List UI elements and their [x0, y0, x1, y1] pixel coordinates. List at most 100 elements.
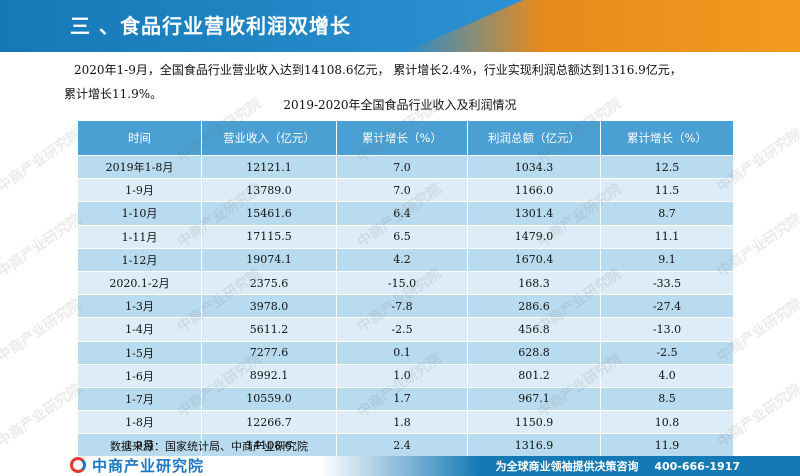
cell-revenue-growth: -7.8 [336, 294, 468, 319]
table-row: 1-9月 13789.0 7.0 1166.0 11.5 [77, 178, 734, 203]
table-row: 1-4月 5611.2 -2.5 456.8 -13.0 [77, 317, 734, 342]
cell-profit-growth: -13.0 [600, 317, 734, 342]
cell-time: 1-7月 [77, 386, 202, 412]
cell-profit-growth: -27.4 [600, 294, 734, 319]
cell-time: 1-10月 [77, 201, 202, 226]
page-title: 三 、食品行业营收利润双增长 [70, 14, 351, 38]
watermark-text: 中商产业研究院 [0, 381, 85, 451]
table-row: 1-9月 14108.6 2.4 1316.9 11.9 [77, 433, 734, 458]
watermark-text: 中商产业研究院 [0, 211, 85, 281]
cell-profit: 1150.9 [467, 410, 601, 435]
cell-revenue: 13789.0 [201, 178, 337, 203]
table-title: 2019-2020年全国食品行业收入及利润情况 [283, 98, 517, 112]
cell-profit-growth: 12.5 [600, 154, 734, 180]
cell-time: 1-4月 [77, 317, 202, 342]
cell-revenue-growth: 4.2 [336, 247, 468, 272]
cell-time: 2019年1-8月 [77, 154, 202, 180]
cell-revenue: 7277.6 [201, 340, 337, 365]
cell-profit: 628.8 [467, 340, 601, 365]
table-row: 1-12月 19074.1 4.2 1670.4 9.1 [77, 247, 734, 272]
cell-revenue-growth: 1.0 [336, 363, 468, 388]
table-row: 2020.1-2月 2375.6 -15.0 168.3 -33.5 [77, 270, 734, 296]
cell-revenue: 15461.6 [201, 201, 337, 226]
cell-profit: 1670.4 [467, 247, 601, 272]
cell-revenue: 12266.7 [201, 410, 337, 435]
table-row: 1-8月 12266.7 1.8 1150.9 10.8 [77, 410, 734, 435]
logo-text: 中商产业研究院 [92, 456, 205, 475]
cell-profit: 1316.9 [467, 433, 601, 458]
cell-revenue-growth: 6.5 [336, 224, 468, 249]
cell-revenue: 12121.1 [201, 154, 337, 180]
cell-time: 1-5月 [77, 340, 202, 365]
cell-time: 1-3月 [77, 294, 202, 319]
cell-revenue-growth: 1.7 [336, 386, 468, 412]
cell-revenue: 2375.6 [201, 270, 337, 296]
cell-time: 1-12月 [77, 247, 202, 272]
cell-revenue: 3978.0 [201, 294, 337, 319]
column-header-revenue: 营业收入（亿元） [201, 120, 337, 156]
cell-time: 1-9月 [77, 433, 202, 458]
column-header-profit-growth: 累计增长（%） [600, 120, 734, 156]
cell-profit: 1034.3 [467, 154, 601, 180]
footer-bar [0, 456, 800, 476]
cell-revenue: 19074.1 [201, 247, 337, 272]
cell-profit: 801.2 [467, 363, 601, 388]
table-row: 1-10月 15461.6 6.4 1301.4 8.7 [77, 201, 734, 226]
footer-slogan: 为全球商业领袖提供决策咨询 400-666-1917 [495, 458, 740, 474]
watermark-text: 中商产业研究院 [0, 296, 85, 366]
cell-profit-growth: 11.1 [600, 224, 734, 249]
cell-profit-growth: 8.5 [600, 386, 734, 412]
cell-time: 1-6月 [77, 363, 202, 388]
table-body: 2019年1-8月 12121.1 7.0 1034.3 12.5 1-9月 13789.0… [77, 154, 734, 458]
cell-time: 1-11月 [77, 224, 202, 249]
slogan-text: 为全球商业领袖提供决策咨询 [495, 460, 639, 473]
intro-line-1: 2020年1-9月，全国食品行业营业收入达到14108.6亿元， 累计增长2.4… [74, 63, 682, 77]
table-row: 2019年1-8月 12121.1 7.0 1034.3 12.5 [77, 154, 734, 180]
table-header-row: 时间 营业收入（亿元） 累计增长（%） 利润总额（亿元） 累计增长（%） [77, 120, 734, 156]
cell-revenue-growth: 1.8 [336, 410, 468, 435]
cell-profit-growth: 11.5 [600, 178, 734, 203]
footer-logo: 中商产业研究院 [70, 454, 204, 476]
cell-time: 2020.1-2月 [77, 270, 202, 296]
cell-profit: 456.8 [467, 317, 601, 342]
cell-profit: 1479.0 [467, 224, 601, 249]
column-header-profit: 利润总额（亿元） [467, 120, 601, 156]
table-row: 1-6月 8992.1 1.0 801.2 4.0 [77, 363, 734, 388]
intro-line-2: 累计增长11.9%。 [64, 87, 163, 101]
cell-revenue-growth: 2.4 [336, 433, 468, 458]
data-table: 时间 营业收入（亿元） 累计增长（%） 利润总额（亿元） 累计增长（%） 201… [77, 120, 734, 458]
logo-icon [70, 457, 86, 473]
data-source-note: 数据来源：国家统计局、中商产业研究院 [110, 440, 308, 453]
column-header-revenue-growth: 累计增长（%） [336, 120, 468, 156]
phone-number: 400-666-1917 [654, 460, 740, 473]
cell-profit-growth: 11.9 [600, 433, 734, 458]
cell-revenue-growth: 7.0 [336, 178, 468, 203]
table-row: 1-7月 10559.0 1.7 967.1 8.5 [77, 386, 734, 412]
column-header-time: 时间 [77, 120, 202, 156]
cell-revenue-growth: 0.1 [336, 340, 468, 365]
cell-revenue: 8992.1 [201, 363, 337, 388]
cell-revenue-growth: 6.4 [336, 201, 468, 226]
cell-revenue-growth: -15.0 [336, 270, 468, 296]
cell-revenue: 10559.0 [201, 386, 337, 412]
cell-profit: 967.1 [467, 386, 601, 412]
watermark-text: 中商产业研究院 [0, 126, 85, 196]
table-row: 1-5月 7277.6 0.1 628.8 -2.5 [77, 340, 734, 365]
cell-profit-growth: -2.5 [600, 340, 734, 365]
table-row: 1-11月 17115.5 6.5 1479.0 11.1 [77, 224, 734, 249]
cell-revenue-growth: 7.0 [336, 154, 468, 180]
intro-paragraph: 2020年1-9月，全国食品行业营业收入达到14108.6亿元， 累计增长2.4… [64, 58, 764, 106]
cell-revenue: 5611.2 [201, 317, 337, 342]
table-row: 1-3月 3978.0 -7.8 286.6 -27.4 [77, 294, 734, 319]
cell-profit-growth: 8.7 [600, 201, 734, 226]
cell-profit: 1301.4 [467, 201, 601, 226]
cell-time: 1-8月 [77, 410, 202, 435]
cell-profit-growth: 4.0 [600, 363, 734, 388]
cell-profit: 168.3 [467, 270, 601, 296]
cell-revenue: 17115.5 [201, 224, 337, 249]
cell-profit: 286.6 [467, 294, 601, 319]
cell-revenue-growth: -2.5 [336, 317, 468, 342]
cell-profit-growth: -33.5 [600, 270, 734, 296]
cell-profit: 1166.0 [467, 178, 601, 203]
cell-profit-growth: 9.1 [600, 247, 734, 272]
